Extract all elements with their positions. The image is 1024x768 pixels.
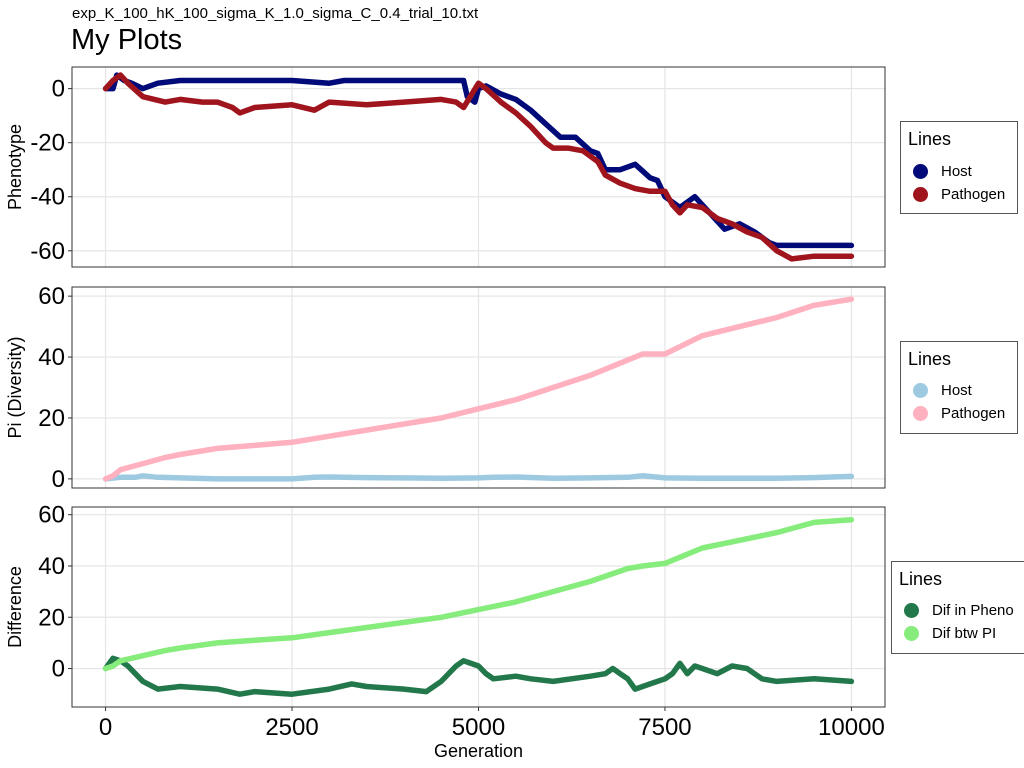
y-tick-label: 40 [38, 553, 65, 580]
legend-swatch-host [913, 164, 928, 179]
legend-item-host: Host [913, 163, 972, 180]
series-line-host [102, 473, 855, 482]
legend-item-dif-in-pheno: Dif in Pheno [904, 602, 1014, 619]
legend-item-dif-btw-pi: Dif btw PI [904, 625, 996, 642]
legend-swatch-host [913, 383, 928, 398]
legend-item-pathogen: Pathogen [913, 405, 1005, 422]
x-axis-label: Generation [434, 741, 523, 761]
legend-title: Lines [908, 129, 952, 149]
x-tick-label: 5000 [452, 714, 505, 741]
y-axis-label: Difference [5, 566, 25, 648]
y-tick-label: 40 [38, 344, 65, 371]
x-tick-label: 2500 [265, 714, 318, 741]
series-line-pathogen [102, 72, 855, 262]
legend-label-pathogen: Pathogen [941, 186, 1006, 203]
legend-label-dif-btw-pi: Dif btw PI [932, 625, 997, 642]
y-tick-label: -40 [30, 184, 65, 211]
series-line-dif-in-pheno [102, 655, 855, 697]
legend-label-dif-in-pheno: Dif in Pheno [932, 602, 1014, 619]
legend-label-pathogen: Pathogen [941, 405, 1006, 422]
y-tick-label: 60 [38, 283, 65, 310]
x-tick-label: 10000 [818, 714, 885, 741]
y-tick-label: 0 [52, 466, 65, 493]
legend-title: Lines [899, 569, 943, 589]
series-line-dif-btw-pi [102, 517, 855, 672]
panel-border [71, 286, 886, 489]
legend-swatch-pathogen [913, 187, 928, 202]
y-tick-label: 0 [52, 76, 65, 103]
y-axis-label: Phenotype [5, 124, 25, 210]
y-tick-label: -60 [30, 238, 65, 265]
legend-item-host: Host [913, 382, 972, 399]
y-axis-label: Pi (Diversity) [5, 337, 25, 439]
legend-phenotype: Lines Host Pathogen [900, 121, 1018, 214]
legend-label-host: Host [941, 382, 972, 399]
legend-title: Lines [908, 349, 952, 369]
y-tick-label: -20 [30, 130, 65, 157]
series-line-pathogen [102, 296, 855, 482]
legend-swatch-dif-in-pheno [904, 603, 919, 618]
legend-label-host: Host [941, 163, 972, 180]
panel-border [71, 66, 886, 268]
y-tick-label: 60 [38, 502, 65, 529]
legend-swatch-pathogen [913, 406, 928, 421]
legend-swatch-dif-btw-pi [904, 626, 919, 641]
page-title: My Plots [71, 24, 183, 56]
legend-diversity: Lines Host Pathogen [900, 341, 1018, 434]
y-tick-label: 0 [52, 656, 65, 683]
y-tick-label: 20 [38, 405, 65, 432]
y-tick-label: 20 [38, 604, 65, 631]
legend-difference: Lines Dif in Pheno Dif btw PI [891, 561, 1024, 654]
legend-item-pathogen: Pathogen [913, 186, 1005, 203]
x-tick-label: 7500 [638, 714, 691, 741]
x-tick-label: 0 [99, 714, 112, 741]
file-subtitle: exp_K_100_hK_100_sigma_K_1.0_sigma_C_0.4… [72, 5, 479, 22]
